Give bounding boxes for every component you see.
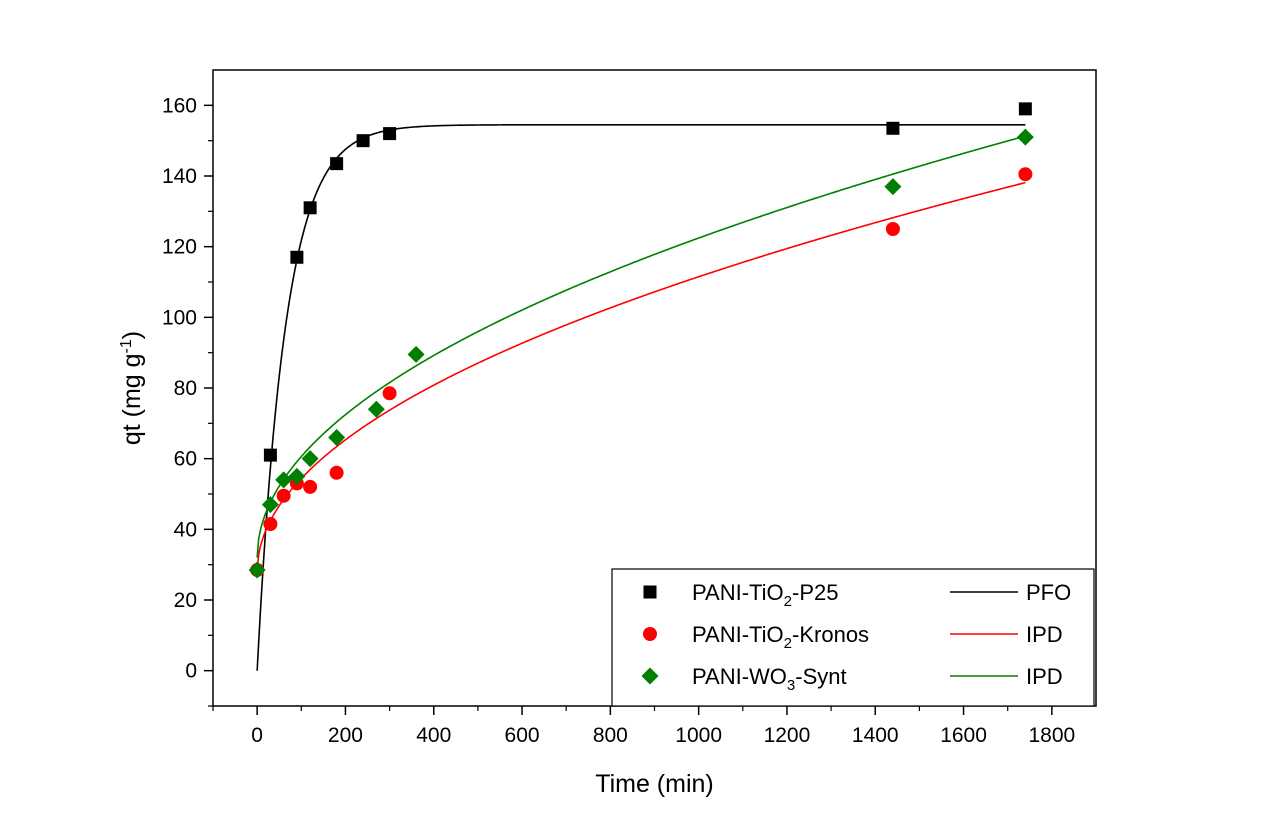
legend-marker-kronos (643, 627, 657, 641)
data-point-kronos (885, 222, 900, 236)
x-tick-label: 400 (416, 724, 451, 747)
y-tick-label: 20 (174, 589, 197, 612)
x-tick-label: 1200 (764, 724, 811, 747)
legend-fit-label-kronos: IPD (1026, 622, 1063, 647)
x-tick-label: 600 (505, 724, 540, 747)
data-point-p25 (383, 127, 397, 141)
data-point-wo3 (367, 400, 385, 418)
data-point-wo3 (301, 450, 319, 468)
fit-line-wo3 (256, 135, 1026, 558)
legend-label-part: -P25 (792, 580, 838, 605)
x-tick-label: 1800 (1028, 724, 1075, 747)
x-tick-label: 800 (593, 724, 628, 747)
y-axis-title-tail: ) (118, 331, 146, 339)
data-point-wo3 (261, 496, 279, 514)
data-point-kronos (329, 465, 344, 480)
axis-ticks (204, 104, 1053, 715)
legend-fit-label-wo3: IPD (1026, 664, 1063, 689)
data-point-kronos (1018, 167, 1033, 182)
data-point-p25 (303, 201, 317, 215)
data-point-wo3 (275, 471, 293, 489)
legend-marker-wo3 (641, 667, 659, 685)
y-axis-title: qt (mg g-1) (118, 331, 146, 445)
legend-label-wo3: PANI-WO3-Synt (692, 664, 847, 694)
y-tick-label: 100 (162, 306, 197, 329)
data-point-p25 (886, 121, 900, 135)
y-tick-label: 140 (162, 165, 197, 188)
data-point-wo3 (328, 428, 346, 446)
x-tick-label: 0 (251, 724, 263, 747)
legend-label-p25: PANI-TiO2-P25 (692, 580, 839, 610)
legend-fit-label-p25: PFO (1026, 580, 1071, 605)
legend-label-part: 2 (784, 593, 792, 610)
data-point-p25 (290, 250, 304, 264)
y-tick-label: 160 (162, 94, 197, 117)
data-point-wo3 (884, 178, 902, 196)
x-tick-label: 200 (328, 724, 363, 747)
legend-label-part: PANI-WO (692, 664, 787, 689)
fit-line-kronos (256, 181, 1026, 572)
data-point-wo3 (248, 561, 266, 579)
x-axis-title: Time (min) (595, 770, 714, 798)
data-point-kronos (303, 479, 318, 494)
data-point-kronos (382, 386, 397, 401)
y-tick-label: 60 (174, 448, 197, 471)
data-points (248, 102, 1034, 579)
y-tick-labels: 0 20 40 60 80 100 120 140 160 (162, 94, 197, 682)
legend-label-part: -Synt (795, 664, 846, 689)
x-tick-label: 1000 (675, 724, 722, 747)
y-tick-label: 120 (162, 236, 197, 259)
data-point-wo3 (407, 345, 425, 363)
y-axis-title-main: qt (mg g (118, 353, 146, 445)
legend-label-part: -Kronos (792, 622, 869, 647)
legend-label-part: PANI-TiO (692, 622, 784, 647)
data-point-wo3 (1016, 128, 1034, 146)
data-point-kronos (276, 488, 291, 503)
x-tick-labels: 0 200 400 600 800 1000 1200 1400 1600 1800 (251, 724, 1075, 747)
legend-label-part: PANI-TiO (692, 580, 784, 605)
data-point-wo3 (288, 467, 306, 485)
y-tick-label: 0 (185, 660, 197, 683)
legend-marker-p25 (643, 585, 657, 599)
legend-label-part: 3 (787, 677, 795, 694)
data-point-p25 (1018, 102, 1032, 116)
data-point-kronos (263, 517, 278, 532)
legend-label-kronos: PANI-TiO2-Kronos (692, 622, 869, 652)
y-tick-label: 40 (174, 518, 197, 541)
x-tick-label: 1600 (940, 724, 987, 747)
data-point-p25 (263, 448, 277, 462)
data-point-p25 (356, 134, 370, 148)
y-tick-label: 80 (174, 377, 197, 400)
legend-label-part: 2 (784, 635, 792, 652)
y-axis-title-superscript: -1 (118, 339, 135, 353)
data-point-p25 (330, 157, 344, 171)
x-tick-label: 1400 (852, 724, 899, 747)
